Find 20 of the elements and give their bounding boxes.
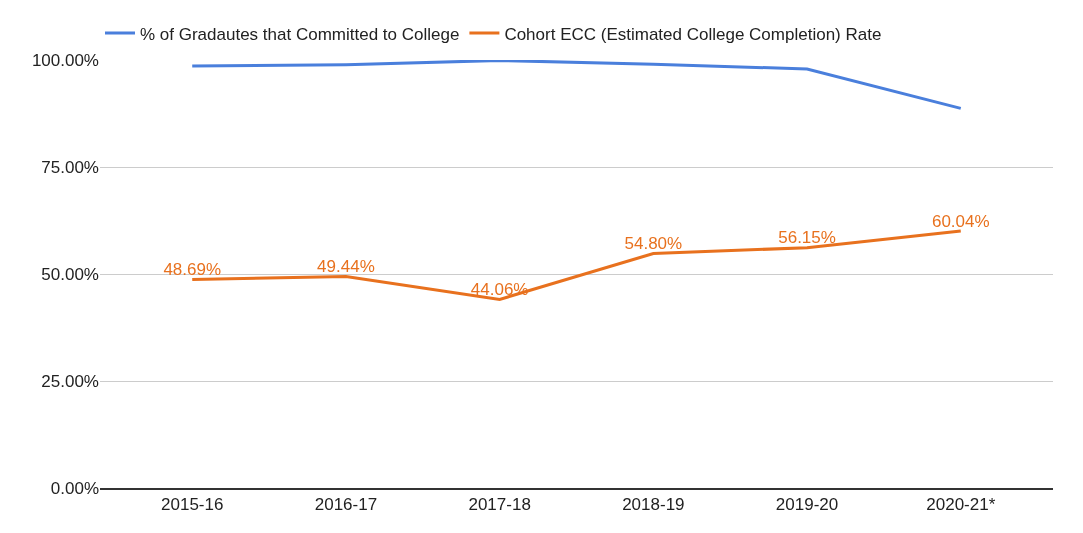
data-label: 60.04% <box>931 211 990 231</box>
x-tick-label: 2015-16 <box>161 495 224 515</box>
x-tick-label: 2020-21* <box>926 495 996 515</box>
data-label: 44.06% <box>470 280 529 300</box>
legend-label: Cohort ECC (Estimated College Completion) Rate <box>504 24 882 44</box>
legend-label: % of Gradautes that Committed to College <box>140 24 460 44</box>
data-label: 49.44% <box>317 257 375 277</box>
y-tick-label: 75.00% <box>41 157 99 177</box>
line-series <box>190 60 963 110</box>
y-tick-label: 50.00% <box>41 264 99 284</box>
y-tick-label: 100.00% <box>31 50 99 70</box>
data-label: 54.80% <box>624 234 683 254</box>
x-tick-label: 2017-18 <box>468 495 531 515</box>
y-tick-label: 25.00% <box>41 371 99 391</box>
data-label: 48.69% <box>163 260 222 280</box>
x-tick-label: 2016-17 <box>314 495 378 515</box>
x-tick-label: 2019-20 <box>775 495 839 515</box>
x-tick-label: 2018-19 <box>622 495 685 515</box>
data-label: 56.15% <box>778 228 836 248</box>
y-tick-label: 0.00% <box>50 478 99 498</box>
